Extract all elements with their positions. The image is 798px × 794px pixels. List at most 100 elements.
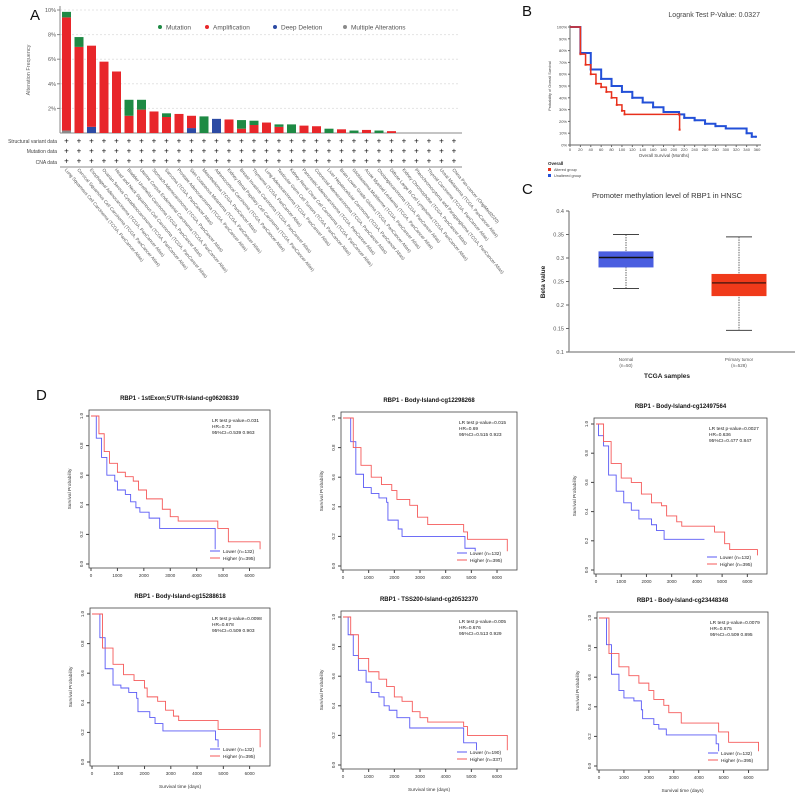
y-tick-label: 70% (559, 60, 567, 65)
row-marker: + (214, 147, 219, 156)
panel-d-km-plots: RBP1 - 1stExon;5'UTR-Island-cg06208339 0.… (67, 396, 769, 794)
x-tick-label: 3000 (415, 774, 426, 779)
km-plot-6: RBP1 - Body-Island-cg23448348 0.0 0.2 0.4 0.… (575, 598, 769, 794)
plot-frame (596, 611, 769, 771)
y-tick-label: 60% (559, 72, 567, 77)
row-marker: + (339, 157, 344, 166)
bar-segment-amplification (312, 126, 321, 133)
row-marker: + (277, 157, 282, 166)
row-marker: + (89, 137, 94, 146)
stats-text: HR=0.675 (710, 626, 732, 632)
bar-segment-multiple-alterations (62, 130, 71, 133)
row-marker: + (164, 157, 169, 166)
x-tick-label: 140 (639, 147, 646, 152)
row-marker: + (239, 157, 244, 166)
km-plot-5: RBP1 - TSS200-Island-cg20532370 0.0 0.2 0.4… (319, 597, 518, 793)
x-tick-label: 2000 (140, 771, 151, 776)
bar-segment-amplification (299, 125, 309, 133)
row-marker: + (177, 137, 182, 146)
survival-curve-lower (343, 417, 476, 552)
category-n-label: (n=528) (731, 363, 747, 368)
panel-c-methylation-boxplot: Promoter methylation level of RBP1 in HN… (540, 191, 795, 380)
legend-label: Higher (n=395) (470, 558, 503, 564)
x-tick-label: 6000 (245, 771, 256, 776)
stats-text: LR test p-value=0.031 (212, 418, 259, 424)
row-marker: + (127, 147, 132, 156)
row-marker: + (189, 157, 194, 166)
y-tick-label: 1.0 (584, 420, 589, 427)
y-tick-label: 0.0 (79, 560, 84, 567)
bar-segment-mutation (374, 130, 384, 133)
stats-text: 95%CI=0.515 0.923 (459, 432, 502, 438)
row-marker: + (302, 137, 307, 146)
row-marker: + (302, 147, 307, 156)
km-plot-4: RBP1 - Body-Island-cg15288618 0.0 0.2 0.4 0.… (68, 594, 271, 790)
x-tick-label: 3000 (165, 573, 176, 578)
row-marker: + (189, 147, 194, 156)
y-tick-label: 0.0 (331, 562, 336, 569)
x-tick-label: 60 (599, 147, 604, 152)
row-marker: + (177, 147, 182, 156)
row-marker: + (152, 137, 157, 146)
bar-segment-amplification (174, 113, 184, 133)
row-marker: + (202, 157, 207, 166)
legend-swatch (548, 174, 551, 177)
y-tick-label: 8% (48, 33, 56, 39)
legend-label: Deep Deletion (281, 25, 323, 32)
censor-mark (693, 119, 696, 122)
y-tick-label: 4% (48, 82, 56, 88)
x-tick-label: 5000 (466, 575, 477, 580)
bar-segment-mutation (249, 120, 259, 126)
censor-mark (724, 127, 727, 130)
x-axis-label: Survival time (days) (661, 788, 704, 794)
row-marker: + (364, 147, 369, 156)
plot-frame (593, 417, 768, 575)
row-label: CNA data (36, 160, 58, 166)
row-marker: + (439, 157, 444, 166)
bar-segment-deep-deletion (212, 118, 221, 133)
y-tick-label: 0.4 (79, 501, 84, 508)
row-marker: + (127, 137, 132, 146)
km-plot-1: RBP1 - 1stExon;5'UTR-Island-cg06208339 0.… (67, 396, 271, 578)
y-tick-label: 0.2 (584, 537, 589, 544)
y-axis-label: Survival Probability (68, 666, 74, 707)
y-axis-label: Alteration Frequency (26, 44, 32, 95)
x-tick-label: 6000 (742, 579, 753, 584)
y-tick-label: 0.8 (587, 644, 592, 651)
plot-frame (88, 409, 271, 569)
chart-title: Promoter methylation level of RBP1 in HN… (592, 191, 743, 200)
x-tick-label: 2000 (139, 573, 150, 578)
x-tick-label: 280 (712, 147, 719, 152)
row-marker: + (377, 147, 382, 156)
bar-segment-mutation (199, 116, 209, 133)
censor-mark (615, 103, 618, 106)
y-tick-label: 0.4 (556, 209, 564, 215)
legend-label: Multiple Alterations (351, 25, 406, 32)
row-marker: + (139, 157, 144, 166)
row-marker: + (152, 157, 157, 166)
panel-label-b: B (522, 3, 532, 20)
x-axis-label: Survival time (days) (408, 787, 451, 793)
x-tick-label: 4000 (692, 579, 703, 584)
stats-text: LR test p-value=0.0079 (710, 620, 760, 626)
plot-title: RBP1 - Body-Island-cg12298268 (383, 398, 475, 404)
x-tick-label: 1000 (616, 579, 627, 584)
stats-text: 95%CI=0.509 0.903 (212, 628, 255, 634)
bar-segment-amplification (337, 129, 346, 133)
row-marker: + (277, 137, 282, 146)
x-tick-label: 5000 (719, 775, 730, 780)
row-marker: + (427, 147, 432, 156)
row-marker: + (214, 137, 219, 146)
censor-mark (678, 128, 681, 131)
bar-segment-mutation (74, 37, 84, 47)
row-marker: + (227, 137, 232, 146)
y-tick-label: 0.1 (556, 350, 564, 356)
x-tick-label: 80 (609, 147, 614, 152)
x-tick-label: 2000 (389, 774, 400, 779)
row-marker: + (452, 157, 457, 166)
censor-mark (662, 110, 665, 113)
x-tick-label: 260 (702, 147, 709, 152)
survival-curve-lower (91, 415, 216, 550)
row-marker: + (339, 147, 344, 156)
